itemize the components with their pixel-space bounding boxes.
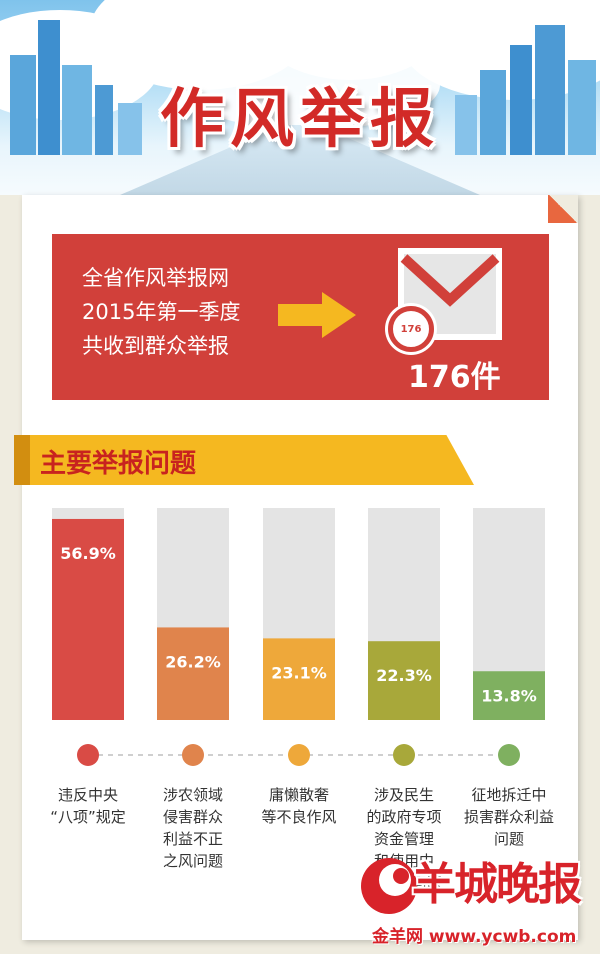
- page-corner-fold: [548, 195, 578, 223]
- brand-name: 羊城晚报: [412, 859, 582, 910]
- category-dot: [77, 744, 99, 766]
- brand-logo-mark: [361, 858, 417, 914]
- bar: [52, 518, 124, 720]
- report-count: 176件: [408, 360, 501, 395]
- category-label: 违反中央 “八项”规定: [50, 786, 126, 826]
- category-label: 涉及民生 的政府专项 资金管理 和使用中 存在的问题: [366, 786, 442, 892]
- bar: [263, 638, 335, 720]
- category-dot: [182, 744, 204, 766]
- bar-data-label: 22.3%: [376, 666, 432, 685]
- section-title: 主要举报问题: [40, 449, 197, 479]
- bar-data-label: 13.8%: [481, 687, 537, 706]
- bar: [368, 641, 440, 720]
- summary-line-3: 共收到群众举报: [82, 334, 229, 358]
- category-label: 庸懒散奢 等不良作风: [261, 786, 337, 826]
- bar: [157, 627, 229, 720]
- brand-url: 金羊网 www.ycwb.com: [372, 927, 577, 947]
- category-label: 涉农领域 侵害群众 利益不正 之风问题: [162, 786, 223, 870]
- summary-line-1: 全省作风举报网: [82, 266, 229, 290]
- bar-data-label: 26.2%: [165, 652, 221, 671]
- section-ribbon: [14, 435, 474, 485]
- ribbon-edge: [14, 435, 30, 485]
- bar-data-label: 23.1%: [271, 663, 327, 682]
- envelope-icon: [398, 248, 502, 340]
- header-banner: 作风举报: [0, 0, 600, 195]
- bar: [473, 671, 545, 720]
- summary-line-2: 2015年第一季度: [82, 300, 241, 324]
- category-dot: [288, 744, 310, 766]
- category-label: 征地拆迁中 损害群众利益 问题: [463, 786, 554, 848]
- category-dot: [393, 744, 415, 766]
- count-badge: 176: [388, 306, 434, 352]
- arrow-right-icon: [278, 292, 356, 338]
- bar-data-label: 56.9%: [60, 544, 116, 563]
- category-dot: [498, 744, 520, 766]
- page-title: 作风举报: [160, 83, 440, 157]
